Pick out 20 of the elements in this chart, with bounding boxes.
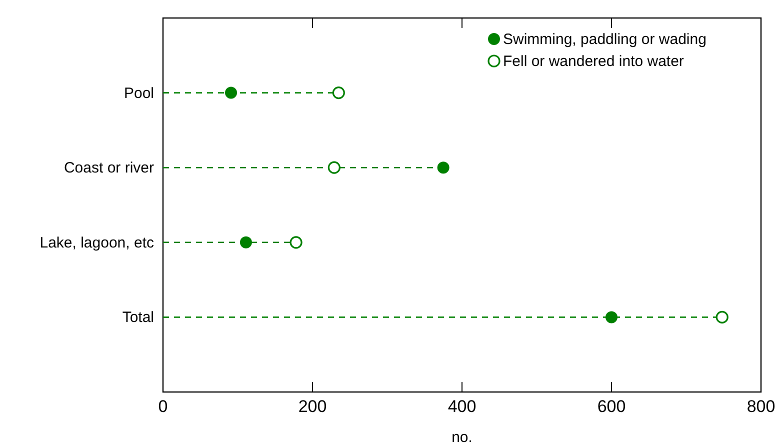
y-tick-label: Lake, lagoon, etc <box>40 234 154 252</box>
point <box>606 311 618 324</box>
legend-label: Fell or wandered into water <box>503 53 684 70</box>
x-tick-label: 800 <box>746 397 776 416</box>
x-tick-label: 600 <box>597 397 626 416</box>
point <box>437 162 450 174</box>
y-tick-label: Coast or river <box>64 160 154 177</box>
point <box>290 236 302 249</box>
x-tick-label: 0 <box>158 397 168 416</box>
legend-label: Swimming, paddling or wading <box>503 31 706 48</box>
x-tick-label: 200 <box>298 397 327 416</box>
x-axis-title: no. <box>452 429 472 446</box>
point <box>332 86 345 100</box>
point <box>240 236 252 248</box>
y-tick-label: Total <box>122 309 154 326</box>
point <box>225 86 238 99</box>
point <box>716 310 728 324</box>
point <box>328 161 340 174</box>
x-tick-label: 400 <box>448 397 476 416</box>
y-tick-label: Pool <box>124 84 154 102</box>
